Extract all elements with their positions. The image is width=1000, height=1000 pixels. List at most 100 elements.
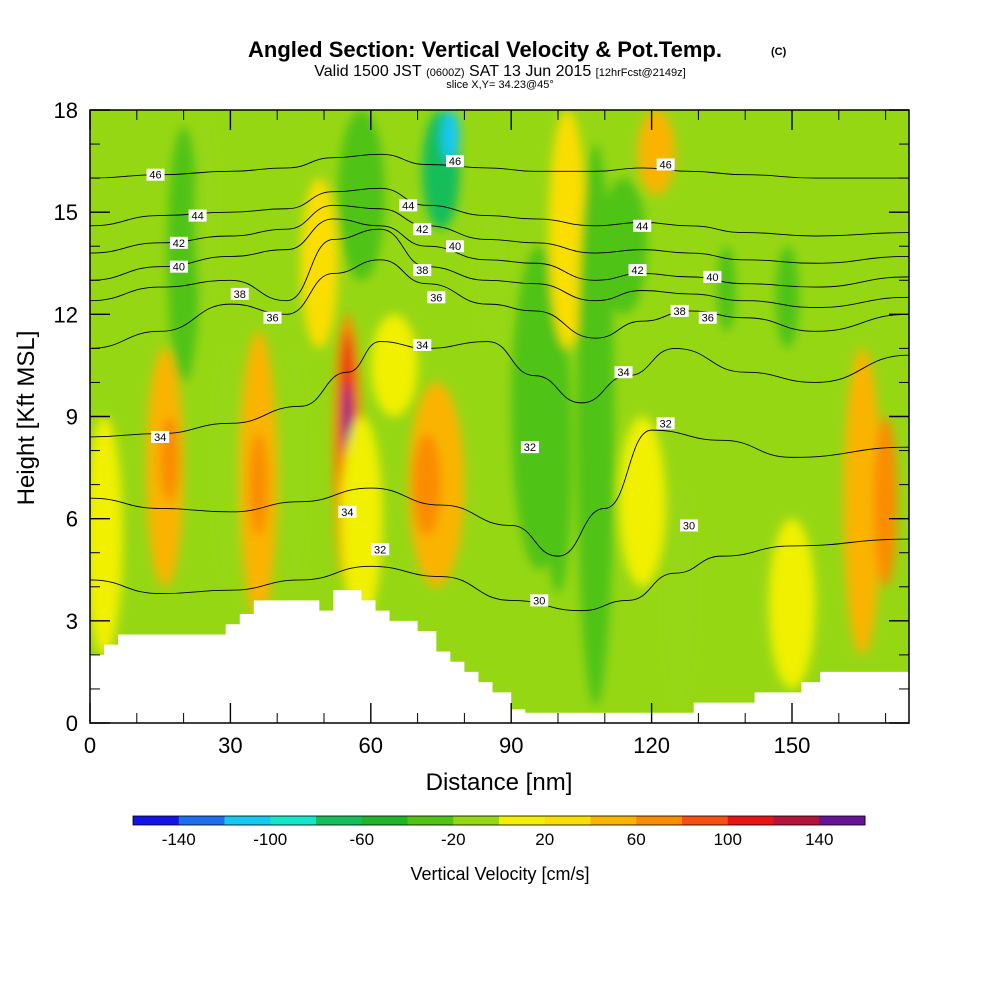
colorbar-swatch: [453, 816, 500, 825]
velocity-cell: [543, 314, 573, 594]
x-tick-label: 90: [499, 733, 523, 758]
y-tick-label: 0: [66, 711, 78, 736]
colorbar-swatch: [819, 816, 866, 825]
theta-label: 42: [169, 236, 188, 250]
svg-text:38: 38: [416, 265, 428, 277]
theta-label: 30: [530, 594, 549, 607]
y-tick-label: 9: [66, 405, 78, 430]
colorbar-tick-label: 100: [714, 830, 742, 849]
svg-text:36: 36: [702, 313, 714, 325]
y-tick-label: 12: [54, 302, 78, 327]
velocity-cell: [167, 127, 200, 383]
svg-text:32: 32: [374, 544, 386, 556]
svg-text:32: 32: [660, 418, 672, 430]
svg-text:46: 46: [660, 159, 672, 171]
svg-text:30: 30: [533, 595, 545, 607]
velocity-cell: [300, 178, 339, 349]
colorbar-swatch: [682, 816, 729, 825]
svg-text:42: 42: [173, 238, 185, 250]
svg-text:36: 36: [266, 313, 278, 325]
velocity-cell: [90, 416, 123, 655]
colorbar-swatch: [178, 816, 225, 825]
theta-contours: [90, 153, 909, 612]
colorbar-swatch: [133, 816, 180, 825]
theta-label: 32: [371, 543, 390, 556]
colorbar-tick-label: -100: [253, 830, 287, 849]
colorbar-tick-label: -20: [441, 830, 466, 849]
svg-text:34: 34: [617, 367, 629, 379]
theta-label: 44: [633, 219, 652, 233]
theta-contour-30: [90, 538, 909, 612]
slice-text: slice X,Y= 34.23@45°: [446, 79, 554, 91]
colorbar-swatch: [224, 816, 271, 825]
colorbar-swatch: [270, 816, 317, 825]
theta-contour-32: [90, 429, 909, 557]
svg-text:46: 46: [149, 170, 161, 182]
svg-text:30: 30: [683, 520, 695, 532]
svg-text:32: 32: [524, 442, 536, 454]
svg-text:44: 44: [402, 200, 414, 212]
colorbar: -140 -100 -60 -20 20 60 100 140: [132, 815, 866, 849]
svg-text:36: 36: [430, 292, 442, 304]
svg-text:42: 42: [416, 224, 428, 236]
x-tick-label: 0: [84, 733, 96, 758]
theta-label: 40: [446, 240, 465, 253]
subtitle-valid: Valid 1500 JST: [314, 63, 422, 80]
theta-contour-40: [90, 218, 909, 288]
plot-area: 4644424038363434324644424038363432304644…: [54, 98, 910, 758]
theta-label: 32: [520, 441, 539, 454]
colorbar-tick-label: -60: [349, 830, 374, 849]
theta-label: 44: [188, 209, 207, 223]
theta-label: 46: [446, 155, 465, 168]
theta-label: 46: [656, 158, 675, 171]
svg-text:46: 46: [449, 156, 461, 168]
colorbar-swatch: [316, 816, 363, 825]
theta-label: 34: [614, 366, 633, 379]
colorbar-swatch: [544, 816, 591, 825]
velocity-cell: [370, 314, 418, 417]
theta-label: 38: [413, 264, 432, 277]
subtitle-utc: (0600Z): [426, 67, 465, 79]
velocity-cell: [618, 416, 666, 587]
x-tick-label: 120: [633, 733, 670, 758]
svg-text:42: 42: [631, 265, 643, 277]
velocity-cell: [660, 484, 699, 706]
velocity-cell: [768, 518, 816, 689]
colorbar-swatch: [407, 816, 454, 825]
velocity-cell: [340, 416, 383, 621]
theta-label: 36: [263, 311, 282, 325]
theta-label: 36: [427, 291, 446, 304]
theta-label: 42: [413, 223, 432, 236]
title-unit: (C): [771, 46, 787, 58]
velocity-cell: [412, 433, 441, 536]
velocity-cell: [600, 178, 647, 315]
theta-label: 38: [230, 287, 249, 301]
colorbar-swatch: [361, 816, 408, 825]
svg-text:38: 38: [674, 306, 686, 318]
colorbar-swatch: [727, 816, 774, 825]
chart-title: Angled Section: Vertical Velocity & Pot.…: [248, 37, 722, 62]
theta-label: 30: [680, 519, 699, 532]
theta-label: 34: [338, 505, 357, 519]
y-axis-label: Height [Kft MSL]: [13, 331, 40, 506]
theta-contour-46: [90, 153, 909, 179]
theta-label: 42: [628, 264, 647, 277]
velocity-field: [90, 110, 898, 706]
y-tick-label: 6: [66, 507, 78, 532]
svg-text:40: 40: [706, 272, 718, 284]
velocity-cell: [281, 348, 310, 587]
velocity-cell: [873, 416, 898, 587]
svg-text:34: 34: [416, 340, 428, 352]
x-tick-label: 30: [218, 733, 242, 758]
theta-contour-38: [90, 228, 909, 308]
svg-text:38: 38: [234, 289, 246, 301]
velocity-cell: [441, 110, 460, 162]
x-tick-label: 60: [359, 733, 383, 758]
theta-label: 40: [169, 260, 188, 274]
velocity-cell: [717, 246, 736, 332]
colorbar-swatch: [590, 816, 637, 825]
colorbar-tick-label: -140: [162, 830, 196, 849]
svg-text:34: 34: [341, 507, 353, 519]
